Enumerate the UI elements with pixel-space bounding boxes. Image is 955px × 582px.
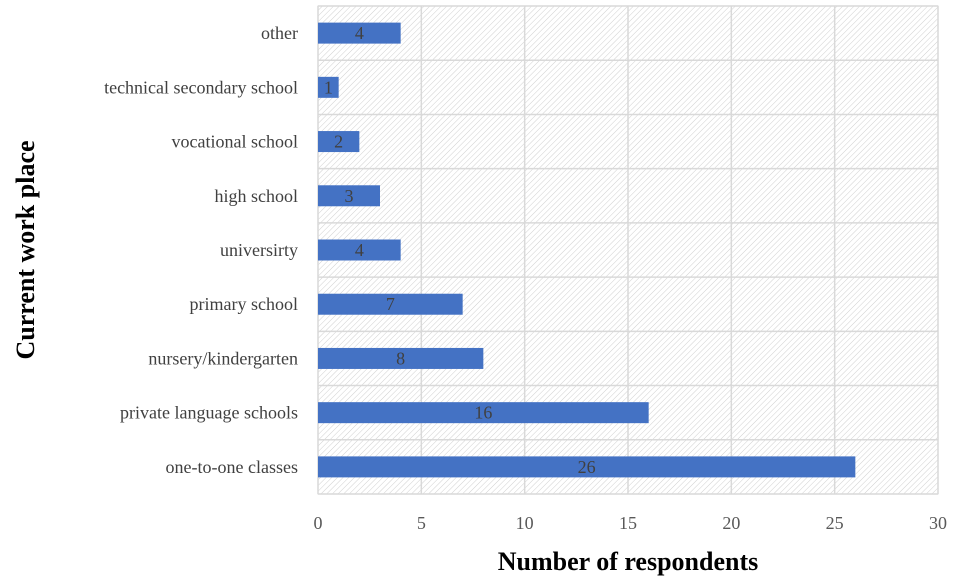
category-label: private language schools [120, 403, 298, 423]
bar [318, 402, 649, 424]
bar-value-label: 7 [386, 294, 395, 314]
bar-value-label: 1 [324, 77, 333, 97]
bar [318, 185, 380, 207]
bar [318, 131, 360, 153]
bar [318, 76, 339, 98]
x-tick-labels: 0 5 10 15 20 25 30 [314, 513, 948, 533]
bar [318, 293, 463, 315]
x-tick-label: 15 [619, 513, 637, 533]
x-tick-label: 30 [929, 513, 947, 533]
bar [318, 347, 484, 369]
category-label: nursery/kindergarten [148, 348, 298, 368]
bar [318, 22, 401, 44]
bar-value-label: 3 [345, 186, 354, 206]
x-tick-label: 20 [722, 513, 740, 533]
x-tick-label: 10 [516, 513, 534, 533]
category-label: vocational school [172, 132, 298, 152]
category-label: technical secondary school [104, 77, 298, 97]
category-label: one-to-one classes [166, 457, 298, 477]
x-axis-title: Number of respondents [498, 547, 759, 576]
bar-value-label: 4 [355, 23, 364, 43]
bars [318, 22, 856, 478]
x-tick-label: 0 [314, 513, 323, 533]
data-labels: 4 1 2 3 4 7 8 16 26 [324, 23, 596, 477]
bar-value-label: 8 [396, 348, 405, 368]
bar [318, 456, 856, 478]
category-label: high school [215, 186, 299, 206]
x-tick-label: 25 [826, 513, 844, 533]
category-labels: other technical secondary school vocationa… [104, 23, 298, 477]
bar-value-label: 16 [474, 403, 492, 423]
bar [318, 239, 401, 261]
category-label: primary school [190, 294, 298, 314]
category-label: other [261, 23, 298, 43]
x-tick-label: 5 [417, 513, 426, 533]
bar-value-label: 4 [355, 240, 364, 260]
bar-value-label: 26 [578, 457, 596, 477]
category-label: universirty [220, 240, 298, 260]
bar-value-label: 2 [334, 132, 343, 152]
y-axis-title: Current work place [11, 140, 40, 359]
